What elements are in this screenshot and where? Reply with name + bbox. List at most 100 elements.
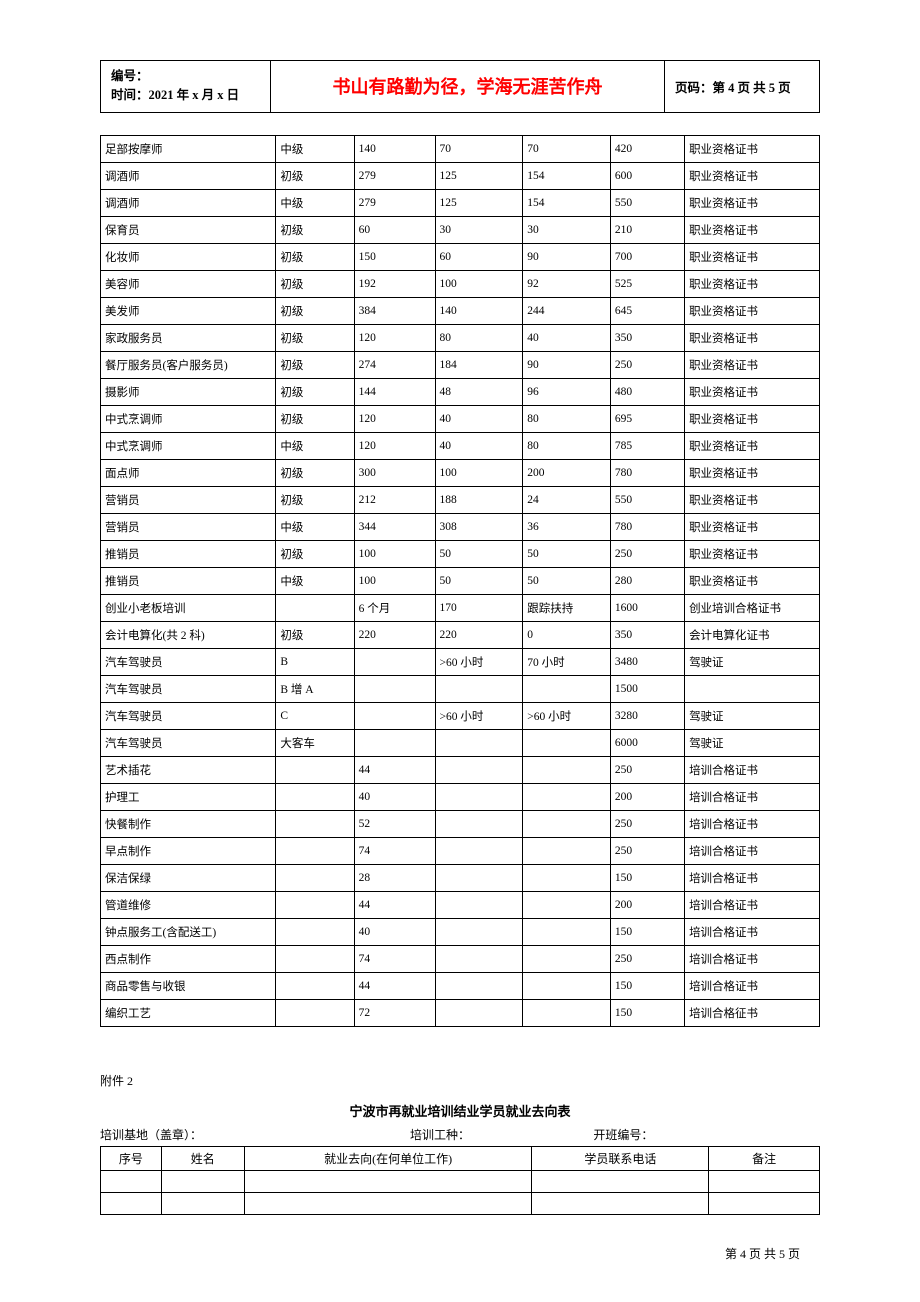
table-cell (435, 729, 523, 756)
table-cell: 28 (354, 864, 435, 891)
destination-table: 序号姓名就业去向(在何单位工作)学员联系电话备注 (100, 1146, 820, 1215)
table-cell: 52 (354, 810, 435, 837)
table-cell: 中级 (276, 432, 354, 459)
table-cell (435, 675, 523, 702)
table-cell: 职业资格证书 (685, 513, 820, 540)
table-cell: 300 (354, 459, 435, 486)
table-cell: 中级 (276, 135, 354, 162)
table-cell: 279 (354, 162, 435, 189)
table-cell: 50 (523, 540, 611, 567)
table-cell (532, 1192, 709, 1214)
table-cell: 大客车 (276, 729, 354, 756)
table-cell (435, 972, 523, 999)
table-cell: 154 (523, 162, 611, 189)
table-cell: 785 (610, 432, 684, 459)
table-cell (276, 945, 354, 972)
table-cell: 170 (435, 594, 523, 621)
table-row: 美容师初级19210092525职业资格证书 (101, 270, 820, 297)
table-cell: 48 (435, 378, 523, 405)
table-cell: 250 (610, 756, 684, 783)
table-cell: B 增 A (276, 675, 354, 702)
table-cell: 244 (523, 297, 611, 324)
table-cell: 72 (354, 999, 435, 1026)
table-cell: 创业培训合格证书 (685, 594, 820, 621)
table-cell (523, 972, 611, 999)
table-cell (523, 675, 611, 702)
table-cell: 职业资格证书 (685, 567, 820, 594)
table-cell: 92 (523, 270, 611, 297)
table-row: 家政服务员初级1208040350职业资格证书 (101, 324, 820, 351)
table-cell: 早点制作 (101, 837, 276, 864)
table-cell: 96 (523, 378, 611, 405)
table-row: 调酒师中级279125154550职业资格证书 (101, 189, 820, 216)
table-cell: >60 小时 (435, 648, 523, 675)
page-footer: 第 4 页 共 5 页 (725, 1245, 800, 1262)
table-cell: 培训合格证书 (685, 891, 820, 918)
table-cell: 驾驶证 (685, 702, 820, 729)
table-cell: 74 (354, 837, 435, 864)
table-cell (523, 783, 611, 810)
table-cell: 快餐制作 (101, 810, 276, 837)
table-cell: 初级 (276, 243, 354, 270)
table-cell: 645 (610, 297, 684, 324)
table-cell: 美发师 (101, 297, 276, 324)
table-cell: 创业小老板培训 (101, 594, 276, 621)
table-row: 保育员初级603030210职业资格证书 (101, 216, 820, 243)
table-row: 营销员中级34430836780职业资格证书 (101, 513, 820, 540)
table-cell: 550 (610, 486, 684, 513)
table-cell: 40 (354, 918, 435, 945)
table-cell: 50 (435, 567, 523, 594)
table-cell: 780 (610, 459, 684, 486)
table-cell: 保育员 (101, 216, 276, 243)
table-row: 推销员中级1005050280职业资格证书 (101, 567, 820, 594)
table-cell: 初级 (276, 297, 354, 324)
table-row: 美发师初级384140244645职业资格证书 (101, 297, 820, 324)
table-cell: >60 小时 (435, 702, 523, 729)
table-cell: 3480 (610, 648, 684, 675)
table-cell (354, 675, 435, 702)
table-cell: >60 小时 (523, 702, 611, 729)
header-page-label: 页码：第 4 页 共 5 页 (665, 61, 820, 113)
table-cell (244, 1170, 532, 1192)
table-cell: 初级 (276, 621, 354, 648)
table-cell: 125 (435, 189, 523, 216)
table-cell: 220 (354, 621, 435, 648)
table-cell: 44 (354, 891, 435, 918)
table-cell: 足部按摩师 (101, 135, 276, 162)
table-cell (276, 999, 354, 1026)
table-cell (523, 756, 611, 783)
table-cell: 70 (523, 135, 611, 162)
table-cell: 200 (610, 891, 684, 918)
table-cell (523, 837, 611, 864)
table-cell: 调酒师 (101, 189, 276, 216)
table-cell (435, 810, 523, 837)
table-header-cell: 姓名 (161, 1146, 244, 1170)
table-cell: 780 (610, 513, 684, 540)
table-cell: 驾驶证 (685, 648, 820, 675)
table-cell: 154 (523, 189, 611, 216)
doc-time-label: 时间：2021 年 x 月 x 日 (111, 86, 260, 105)
appendix-label: 附件 2 (100, 1072, 820, 1089)
table-cell: 摄影师 (101, 378, 276, 405)
table-cell: 30 (435, 216, 523, 243)
table-cell: 中级 (276, 567, 354, 594)
table-cell: 培训合格证书 (685, 783, 820, 810)
table-cell (276, 891, 354, 918)
table-cell: 140 (435, 297, 523, 324)
table-cell: 50 (523, 567, 611, 594)
table-cell: 36 (523, 513, 611, 540)
table-cell: 80 (435, 324, 523, 351)
table-cell: 6 个月 (354, 594, 435, 621)
table-header-cell: 就业去向(在何单位工作) (244, 1146, 532, 1170)
table-cell: 推销员 (101, 567, 276, 594)
table-cell: 144 (354, 378, 435, 405)
table-cell: 192 (354, 270, 435, 297)
table-cell (276, 918, 354, 945)
table-cell: 250 (610, 945, 684, 972)
table-cell: 695 (610, 405, 684, 432)
table-cell (435, 999, 523, 1026)
table-cell (161, 1170, 244, 1192)
table-cell (709, 1170, 820, 1192)
table-cell (161, 1192, 244, 1214)
table-cell: 350 (610, 621, 684, 648)
